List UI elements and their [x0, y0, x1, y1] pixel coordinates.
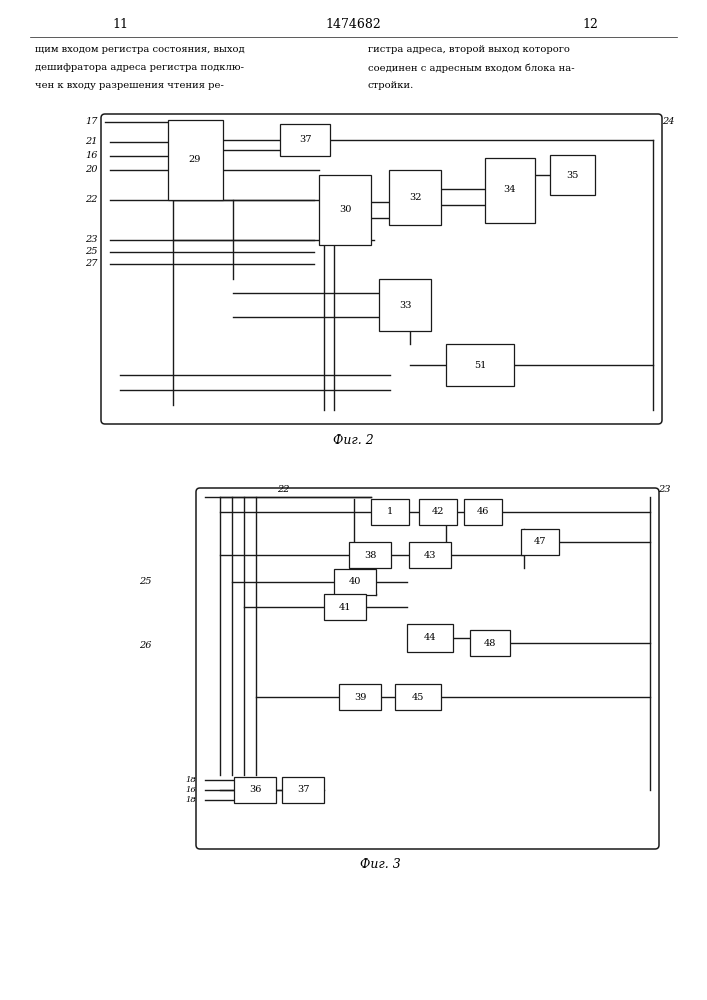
- Text: 51: 51: [474, 360, 486, 369]
- Text: 35: 35: [566, 170, 578, 180]
- Bar: [464, 499, 502, 525]
- Text: 29: 29: [189, 155, 201, 164]
- Text: 34: 34: [504, 186, 516, 194]
- Text: 17: 17: [86, 117, 98, 126]
- Text: 43: 43: [423, 550, 436, 560]
- Text: 48: 48: [484, 639, 496, 648]
- Text: 18: 18: [185, 776, 196, 784]
- Text: 16: 16: [185, 786, 196, 794]
- Text: 25: 25: [86, 247, 98, 256]
- Text: 1474682: 1474682: [325, 17, 381, 30]
- Bar: [407, 624, 453, 652]
- Bar: [234, 777, 276, 803]
- Text: 44: 44: [423, 634, 436, 643]
- Text: 24: 24: [662, 117, 674, 126]
- Text: 22: 22: [86, 196, 98, 205]
- Bar: [324, 594, 366, 620]
- Text: щим входом регистра состояния, выход: щим входом регистра состояния, выход: [35, 45, 245, 54]
- Text: 18: 18: [185, 796, 196, 804]
- Text: дешифратора адреса регистра подклю-: дешифратора адреса регистра подклю-: [35, 64, 244, 73]
- Text: 46: 46: [477, 508, 489, 516]
- Text: 45: 45: [411, 692, 424, 702]
- FancyBboxPatch shape: [196, 488, 659, 849]
- Bar: [282, 777, 324, 803]
- Bar: [280, 124, 330, 156]
- Text: чен к входу разрешения чтения ре-: чен к входу разрешения чтения ре-: [35, 82, 224, 91]
- Text: 47: 47: [534, 538, 547, 546]
- Text: 38: 38: [364, 550, 376, 560]
- FancyBboxPatch shape: [101, 114, 662, 424]
- Text: 27: 27: [86, 259, 98, 268]
- Bar: [349, 542, 391, 568]
- Text: Фиг. 2: Фиг. 2: [332, 434, 373, 446]
- Text: 25: 25: [139, 578, 152, 586]
- Text: 21: 21: [86, 137, 98, 146]
- Text: Фиг. 3: Фиг. 3: [360, 858, 400, 871]
- Text: 16: 16: [86, 151, 98, 160]
- Text: 22: 22: [278, 486, 290, 494]
- Text: 36: 36: [249, 786, 261, 794]
- Bar: [521, 529, 559, 555]
- Bar: [395, 684, 441, 710]
- Bar: [419, 499, 457, 525]
- Bar: [470, 630, 510, 656]
- Bar: [379, 279, 431, 331]
- Text: 11: 11: [112, 17, 128, 30]
- Text: 1: 1: [387, 508, 393, 516]
- Text: 26: 26: [139, 641, 152, 650]
- Bar: [549, 155, 595, 195]
- Bar: [168, 120, 223, 200]
- Bar: [319, 175, 371, 245]
- Text: 32: 32: [409, 192, 421, 202]
- Text: 42: 42: [432, 508, 444, 516]
- Text: гистра адреса, второй выход которого: гистра адреса, второй выход которого: [368, 45, 570, 54]
- Text: 33: 33: [399, 300, 411, 310]
- Bar: [409, 542, 451, 568]
- Text: 39: 39: [354, 692, 366, 702]
- Text: 41: 41: [339, 602, 351, 611]
- Bar: [485, 157, 535, 223]
- Text: 37: 37: [299, 135, 311, 144]
- Bar: [371, 499, 409, 525]
- Text: 40: 40: [349, 578, 361, 586]
- Text: стройки.: стройки.: [368, 82, 414, 91]
- Bar: [446, 344, 514, 386]
- Text: 30: 30: [339, 206, 351, 215]
- Text: 23: 23: [658, 486, 670, 494]
- Bar: [389, 169, 441, 225]
- Text: 20: 20: [86, 165, 98, 174]
- Bar: [334, 569, 376, 595]
- Text: соединен с адресным входом блока на-: соединен с адресным входом блока на-: [368, 63, 575, 73]
- Text: 37: 37: [297, 786, 309, 794]
- Text: 23: 23: [86, 235, 98, 244]
- Bar: [339, 684, 381, 710]
- Text: 12: 12: [582, 17, 598, 30]
